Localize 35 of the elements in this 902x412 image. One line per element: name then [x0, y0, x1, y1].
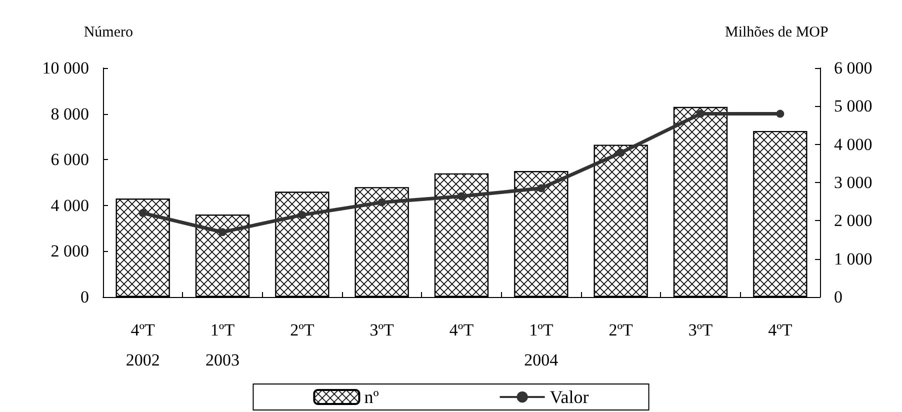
point	[616, 148, 625, 157]
x-tick-label: 1ºT 2004	[524, 320, 559, 370]
x-tick-label: 4ºT	[449, 320, 474, 340]
x-tick-label: 2ºT	[290, 320, 315, 340]
y-tick-label: 0	[80, 288, 89, 306]
y2-tick-label: 1 000	[834, 249, 872, 268]
y2-tick-label: 2 000	[834, 211, 872, 230]
x-tick-label: 4ºT 2002	[126, 320, 160, 370]
y-tick-label: 2 000	[50, 242, 89, 261]
x-tick-label: 2ºT	[608, 320, 634, 340]
y2-tick-label: 6 000	[834, 58, 872, 78]
point	[138, 209, 147, 218]
point	[696, 110, 704, 118]
x-tick-label: 3ºT	[370, 320, 395, 340]
y-tick-label: 8 000	[50, 104, 89, 124]
y-tick-label: 4 000	[50, 196, 89, 215]
x-tick-label: 4ºT	[768, 320, 793, 340]
y2-tick-label: 0	[834, 288, 842, 306]
x-tick-label: 3ºT	[688, 320, 714, 340]
point	[537, 184, 546, 192]
y-tick-label: 6 000	[50, 150, 89, 170]
legend-label: Valor	[550, 387, 589, 407]
y2-tick-label: 3 000	[834, 173, 872, 192]
x-tick-label: 1ºT 2003	[206, 320, 240, 370]
point	[298, 210, 306, 219]
point	[458, 192, 466, 200]
point	[776, 110, 784, 118]
y-tick-label: 10 000	[42, 58, 89, 78]
legend-label: nº	[364, 387, 380, 407]
point	[218, 228, 226, 236]
y-axis-title: Número	[84, 24, 133, 40]
y2-axis-title: Milhões de MOP	[725, 24, 828, 40]
point	[378, 198, 386, 206]
y2-tick-label: 4 000	[834, 134, 872, 154]
y2-tick-label: 5 000	[834, 96, 872, 116]
